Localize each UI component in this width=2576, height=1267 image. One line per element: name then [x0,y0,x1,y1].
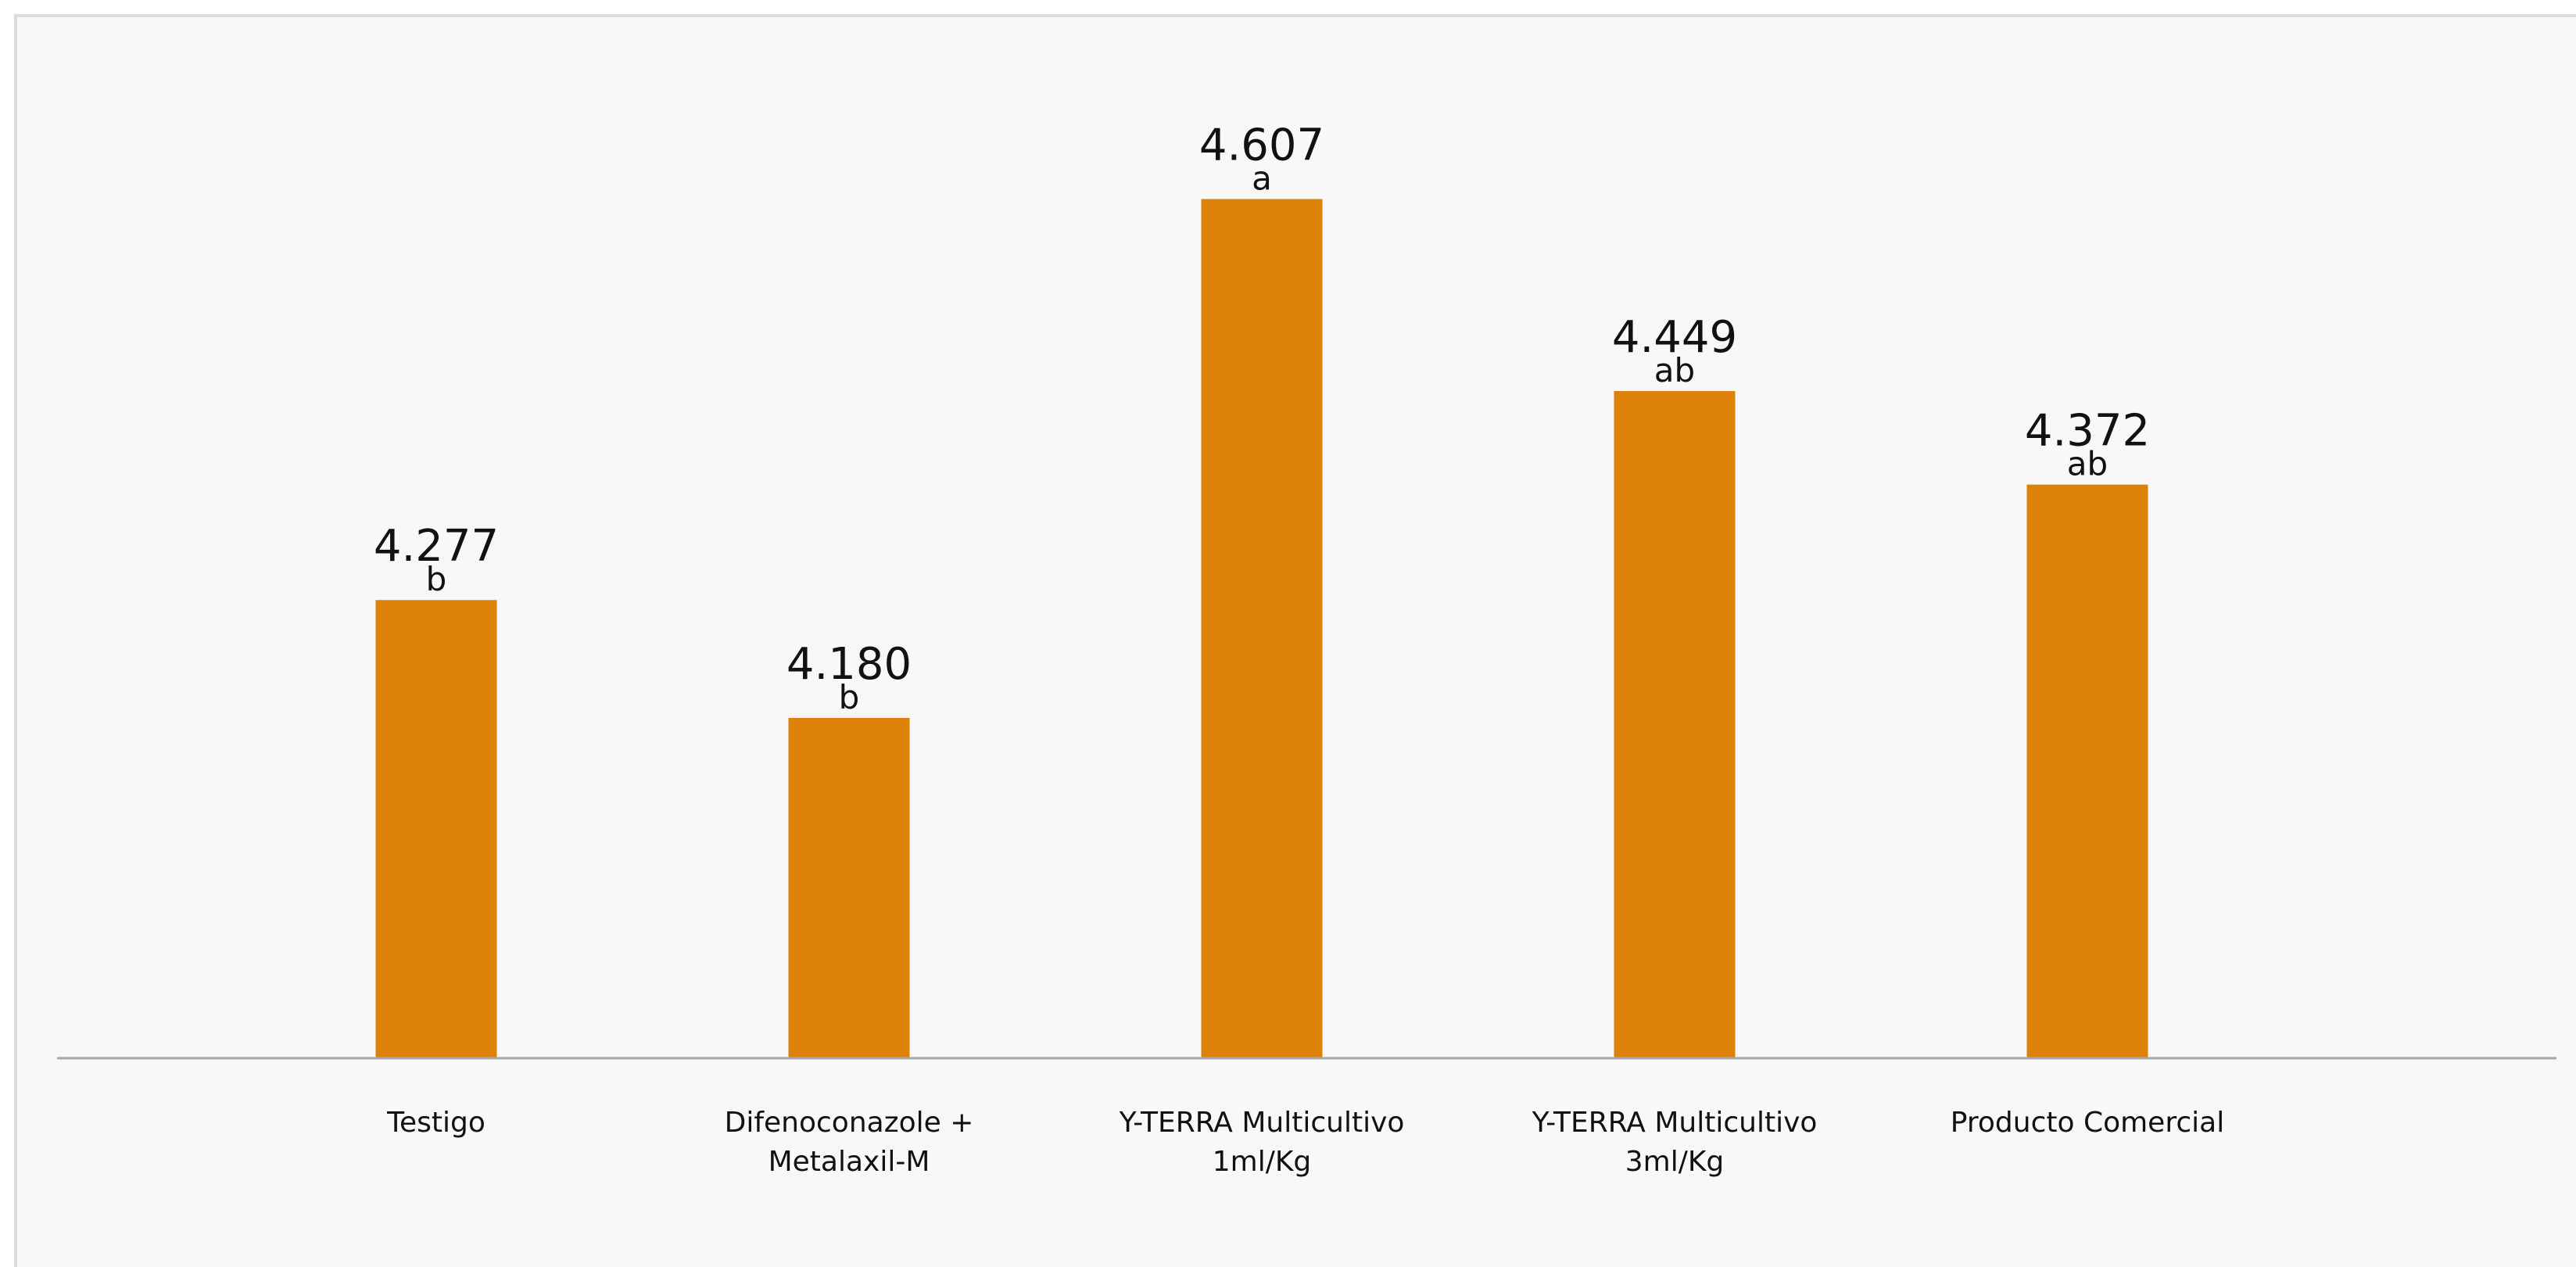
data-label: 4.372 [2025,406,2150,457]
category-label: Metalaxil-M [769,1146,930,1178]
category-label: 1ml/Kg [1213,1146,1312,1178]
category-label: Testigo [386,1107,485,1139]
data-label: 4.449 [1612,312,1737,363]
significance-letter: b [426,560,447,598]
category-label: Y-TERRA Multicultivo [1119,1107,1405,1139]
significance-letter: b [839,678,860,716]
category-label: Y-TERRA Multicultivo [1532,1107,1818,1139]
significance-letter: a [1252,159,1272,197]
data-label: 4.607 [1199,120,1324,170]
bar [2026,484,2148,1058]
bar [1201,199,1323,1058]
bar [788,717,910,1058]
bar [1614,390,1736,1059]
category-label: 3ml/Kg [1625,1146,1725,1178]
category-label: Difenoconazole + [725,1107,974,1139]
data-label: 4.180 [786,639,912,690]
significance-letter: ab [1654,351,1695,389]
bar [375,600,497,1058]
data-label: 4.277 [374,521,499,572]
bar-group [375,199,2148,1059]
significance-letter: ab [2067,445,2108,483]
category-label: Producto Comercial [1951,1107,2224,1139]
